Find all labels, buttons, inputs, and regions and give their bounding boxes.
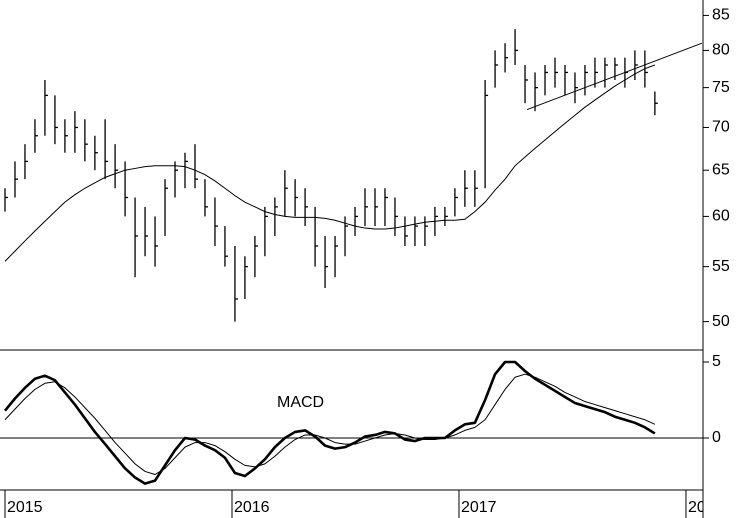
x-tick-label: 2018 <box>688 499 724 516</box>
x-tick-label: 2016 <box>234 499 270 516</box>
y-tick-label: 85 <box>712 7 730 24</box>
macd-line <box>4 373 656 475</box>
moving-average <box>4 64 656 262</box>
x-tick-label: 2017 <box>461 499 497 516</box>
y-tick-label: 5 <box>712 353 721 370</box>
y-tick-label: 50 <box>712 313 730 330</box>
y-tick-label: 0 <box>712 429 721 446</box>
trendline <box>526 42 703 111</box>
macd-line <box>3 360 656 485</box>
y-tick-label: 75 <box>712 79 730 96</box>
axis-area: 50 55 60 65 70 75 80 85 0 5 <box>703 7 730 446</box>
y-tick-label: 80 <box>712 42 730 59</box>
plot-area: MACD 2015 2016 2017 2018 <box>0 29 724 518</box>
y-tick-label: 55 <box>712 258 730 275</box>
y-tick-label: 65 <box>712 161 730 178</box>
x-tick-label: 2015 <box>7 499 43 516</box>
annotation: MACD <box>277 394 324 411</box>
y-tick-label: 60 <box>712 208 730 225</box>
y-tick-label: 70 <box>712 119 730 136</box>
